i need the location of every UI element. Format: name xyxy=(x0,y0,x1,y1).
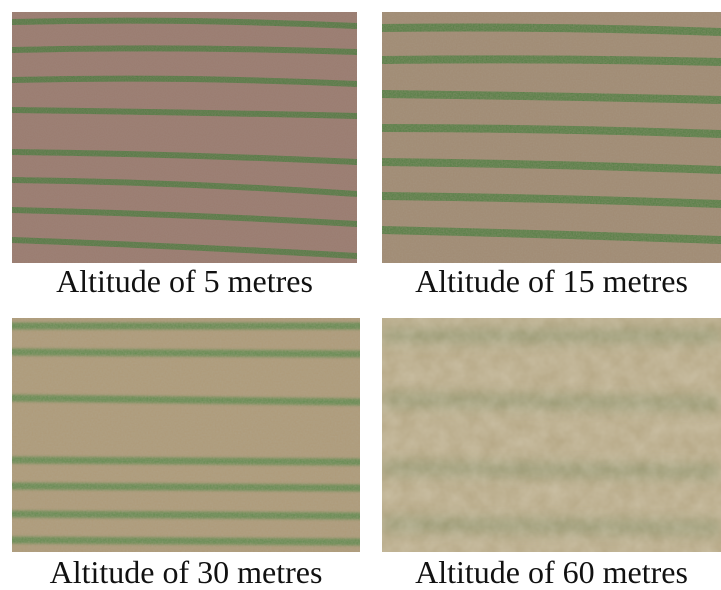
aerial-photo-15m xyxy=(382,12,721,263)
caption-15m: Altitude of 15 metres xyxy=(415,263,688,299)
caption-5m: Altitude of 5 metres xyxy=(56,263,313,299)
aerial-photo-30m xyxy=(12,318,360,552)
caption-30m: Altitude of 30 metres xyxy=(49,554,323,590)
caption-60m: Altitude of 60 metres xyxy=(415,554,688,590)
aerial-photo-60m xyxy=(382,318,721,552)
aerial-photo-5m xyxy=(12,12,357,263)
